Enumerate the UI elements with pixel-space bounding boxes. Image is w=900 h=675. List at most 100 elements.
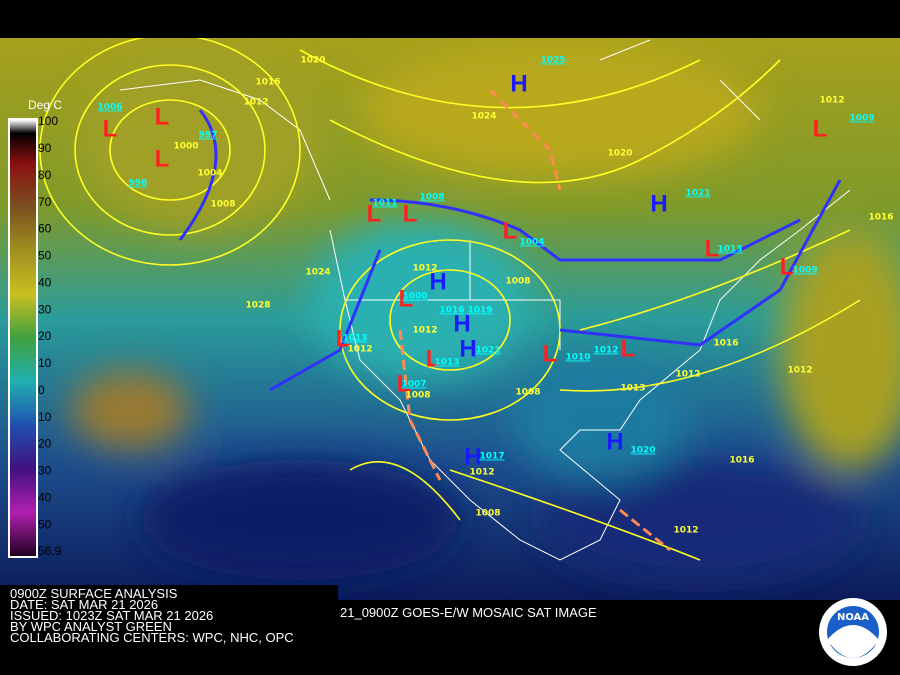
center-pressure-label: 1009	[849, 114, 874, 124]
pressure-center: L	[397, 370, 412, 397]
isobar-label: 1020	[300, 56, 325, 66]
isobar-label: 1024	[305, 268, 330, 278]
isobar-label: 1016	[729, 456, 754, 466]
pressure-center: L	[336, 325, 351, 352]
pressure-center: H	[453, 310, 470, 337]
pressure-center: L	[155, 103, 170, 130]
legend-label: 10	[38, 356, 52, 370]
cloud-field	[70, 40, 900, 580]
center-pressure-label: 1008	[419, 193, 444, 203]
legend-label: 50	[38, 249, 52, 263]
pressure-center: L	[426, 345, 441, 372]
isobar-label: 1012	[412, 326, 437, 336]
pressure-center: L	[103, 115, 118, 142]
isobar-label: 1008	[515, 388, 540, 398]
isobar-label: 1016	[868, 213, 893, 223]
header-line: COLLABORATING CENTERS: WPC, NHC, OPC	[10, 630, 294, 645]
pressure-center: L	[705, 235, 720, 262]
legend-label: 30	[38, 302, 52, 316]
isobar-label: 1013	[620, 384, 645, 394]
pressure-center: L	[621, 335, 636, 362]
header-line: DATE: SAT MAR 21 2026	[10, 597, 158, 612]
image-caption: 21_0900Z GOES-E/W MOSAIC SAT IMAGE	[340, 605, 597, 620]
isobar-label: 1012	[819, 96, 844, 106]
isobar-label: 1028	[245, 301, 270, 311]
isobar-label: 1012	[673, 526, 698, 536]
isobar-label: 1000	[173, 142, 198, 152]
isobar-label: 1012	[675, 370, 700, 380]
pressure-center: L	[155, 145, 170, 172]
center-pressure-label: 1013	[434, 358, 459, 368]
isobar-label: 1012	[412, 264, 437, 274]
isobar-label: 1012	[347, 345, 372, 355]
center-pressure-label: 1017	[479, 452, 504, 462]
legend-label: 40	[38, 490, 52, 504]
center-pressure-label: 1013	[717, 245, 742, 255]
legend-label: 100	[38, 114, 58, 128]
isobar-label: 1008	[405, 391, 430, 401]
header-line: 0900Z SURFACE ANALYSIS	[10, 586, 178, 601]
isobar-label: 1008	[210, 200, 235, 210]
legend-unit: Deg C	[28, 98, 62, 112]
center-pressure-label: 1019	[467, 306, 492, 316]
legend-label: 90	[38, 141, 52, 155]
legend-label: 30	[38, 464, 52, 478]
isobar-label: 1012	[243, 98, 268, 108]
center-pressure-label: 1016	[439, 306, 464, 316]
isobar-label: 1024	[471, 112, 496, 122]
center-pressure-label: 1020	[630, 446, 655, 456]
center-pressure-label: 1006	[97, 103, 122, 113]
isobar-label: 1012	[787, 366, 812, 376]
legend-label: 20	[38, 437, 52, 451]
isobar-label: 1008	[505, 277, 530, 287]
isobar-label: 1004	[197, 169, 222, 179]
logo-text: NOAA	[837, 612, 869, 623]
center-pressure-label: 1007	[401, 380, 426, 390]
isobar-label: 1012	[469, 468, 494, 478]
center-pressure-label: 1021	[685, 189, 710, 199]
center-pressure-label: 1013	[342, 334, 367, 344]
legend-label: 70	[38, 195, 52, 209]
pressure-center: L	[543, 340, 558, 367]
pressure-center: H	[606, 428, 623, 455]
pressure-center: H	[650, 190, 667, 217]
logo-gull	[827, 625, 879, 658]
isobar-label: 1008	[475, 509, 500, 519]
center-pressure-label: 1009	[792, 266, 817, 276]
isobar-label: 1020	[607, 149, 632, 159]
legend-label: 20	[38, 329, 52, 343]
pressure-center: H	[464, 443, 481, 470]
center-pressure-label: 1025	[540, 56, 565, 66]
legend-label: 0	[38, 383, 45, 397]
legend-label: 56.9	[38, 544, 62, 558]
legend-label: 40	[38, 275, 52, 289]
pressure-center: L	[367, 200, 382, 227]
center-pressure-label: 1000	[402, 292, 427, 302]
center-pressure-label: 1012	[593, 346, 618, 356]
isobar-label: 1016	[255, 78, 280, 88]
legend-label: 80	[38, 168, 52, 182]
top-bar	[0, 0, 900, 38]
center-pressure-label: 998	[129, 179, 148, 189]
legend-colorbar	[10, 120, 36, 556]
center-pressure-label: 1021	[475, 346, 500, 356]
pressure-center: L	[403, 200, 418, 227]
legend-label: 60	[38, 222, 52, 236]
pressure-center: H	[459, 335, 476, 362]
pressure-center: H	[510, 70, 527, 97]
pressure-center: L	[503, 217, 518, 244]
pressure-center: H	[429, 268, 446, 295]
pressure-center: L	[780, 253, 795, 280]
fronts	[178, 88, 842, 552]
isobar-label: 1016	[713, 339, 738, 349]
header-line: ISSUED: 1023Z SAT MAR 21 2026	[10, 608, 213, 623]
header-line: BY WPC ANALYST GREEN	[10, 619, 172, 634]
legend-label: 10	[38, 410, 52, 424]
pressure-center: L	[813, 115, 828, 142]
center-pressure-label: 997	[199, 131, 218, 141]
legend-label: 50	[38, 517, 52, 531]
center-pressure-label: 1011	[372, 199, 397, 209]
pressure-center: L	[399, 285, 414, 312]
center-pressure-label: 1010	[565, 353, 590, 363]
